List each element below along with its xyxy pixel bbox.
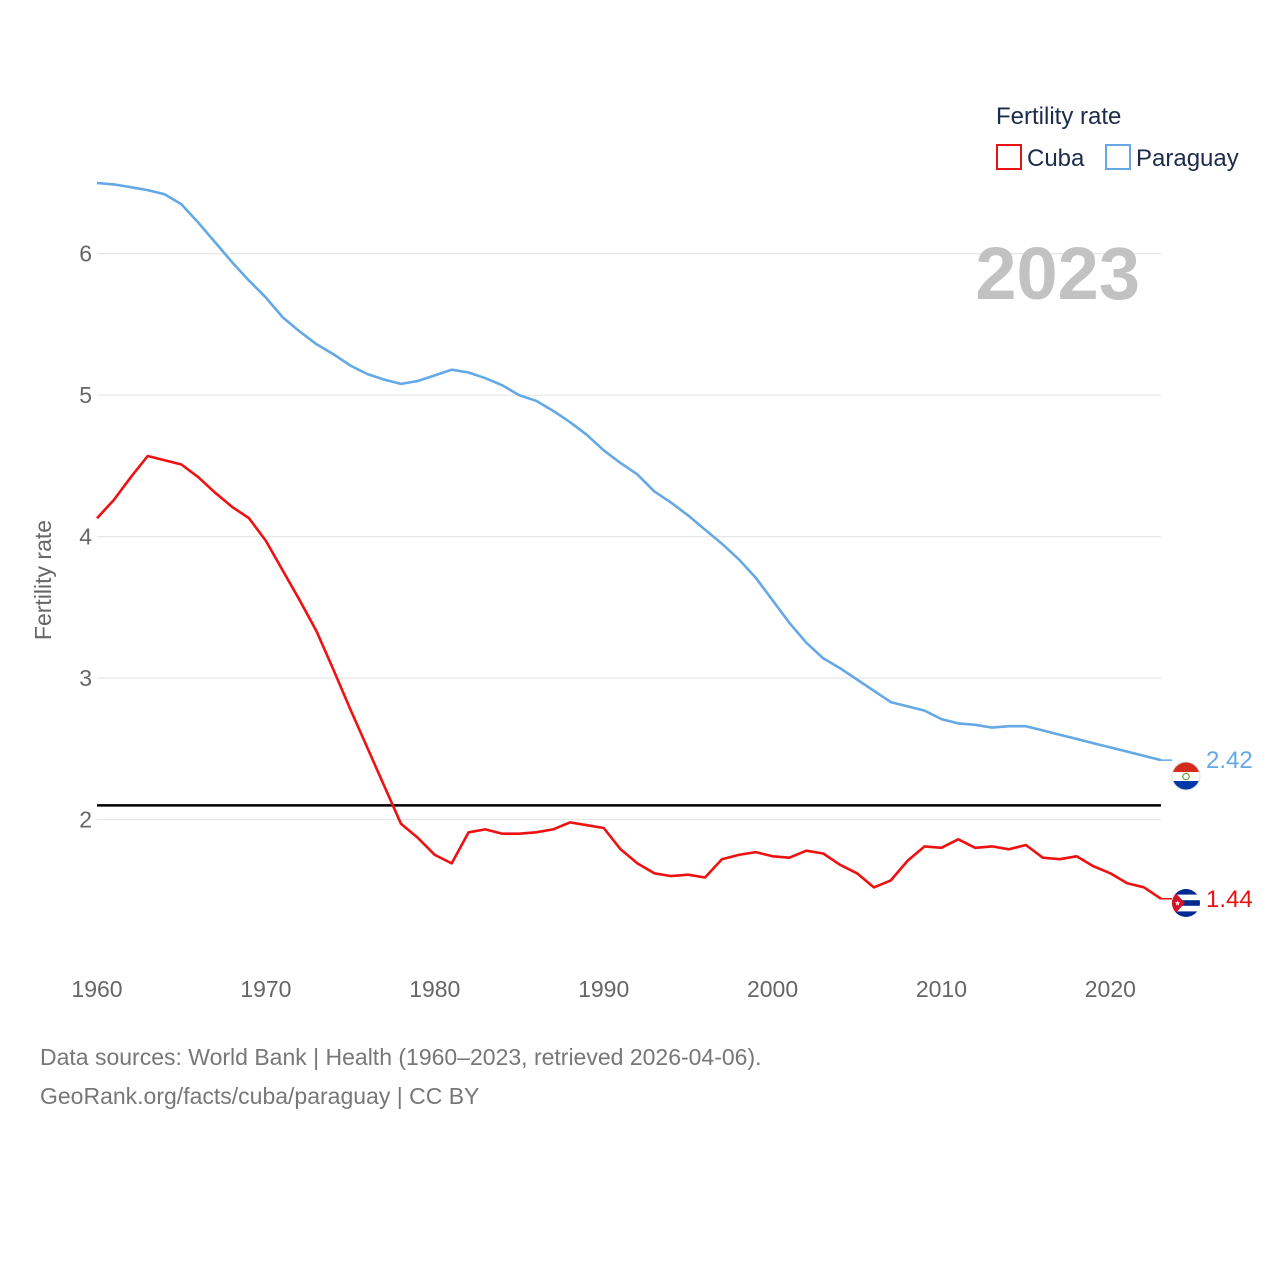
x-tick-label-2020: 2020 (1085, 976, 1136, 1002)
footer-credit[interactable]: GeoRank.org/facts/cuba/paraguay | CC BY (40, 1083, 480, 1109)
y-axis-title: Fertility rate (30, 520, 56, 640)
end-value-label-paraguay: 2.42 (1206, 747, 1253, 774)
x-tick-label-1960: 1960 (71, 976, 122, 1002)
x-tick-label-2010: 2010 (916, 976, 967, 1002)
legend: Fertility rate Cuba Paraguay (996, 103, 1239, 172)
end-value-label-cuba: 1.44 (1206, 886, 1253, 913)
grid (97, 253, 1161, 821)
y-tick-label-6: 6 (79, 241, 92, 267)
legend-title: Fertility rate (996, 103, 1121, 130)
x-axis: 1960 1970 1980 1990 2000 2010 2020 (71, 976, 1136, 1002)
y-tick-label-4: 4 (79, 524, 92, 550)
x-tick-label-2000: 2000 (747, 976, 798, 1002)
legend-label-paraguay: Paraguay (1136, 145, 1239, 172)
chart: 2 3 4 5 6 1960 1970 1980 1990 2000 2010 2020 1.44 2… (30, 103, 1253, 1002)
y-tick-label-2: 2 (79, 807, 92, 833)
x-tick-label-1990: 1990 (578, 976, 629, 1002)
x-tick-label-1980: 1980 (409, 976, 460, 1002)
current-year: 2023 (975, 232, 1140, 315)
x-tick-label-1970: 1970 (240, 976, 291, 1002)
legend-swatch-paraguay (1105, 144, 1131, 170)
y-tick-label-5: 5 (79, 382, 92, 408)
legend-label-cuba: Cuba (1027, 145, 1085, 172)
legend-item-cuba[interactable]: Cuba (996, 144, 1085, 172)
cuba-flag-icon (1172, 889, 1200, 917)
series-line-cuba[interactable] (96, 454, 1162, 900)
end-labels: 1.44 2.42 (1161, 747, 1253, 913)
series-line-paraguay[interactable] (96, 181, 1162, 762)
legend-item-paraguay[interactable]: Paraguay (1105, 144, 1239, 172)
y-tick-label-3: 3 (79, 665, 92, 691)
footer-source: Data sources: World Bank | Health (1960–… (40, 1044, 762, 1070)
legend-swatch-cuba (996, 144, 1022, 170)
series-group (96, 181, 1162, 900)
paraguay-flag-icon (1171, 761, 1201, 791)
y-axis: 2 3 4 5 6 (79, 241, 92, 833)
